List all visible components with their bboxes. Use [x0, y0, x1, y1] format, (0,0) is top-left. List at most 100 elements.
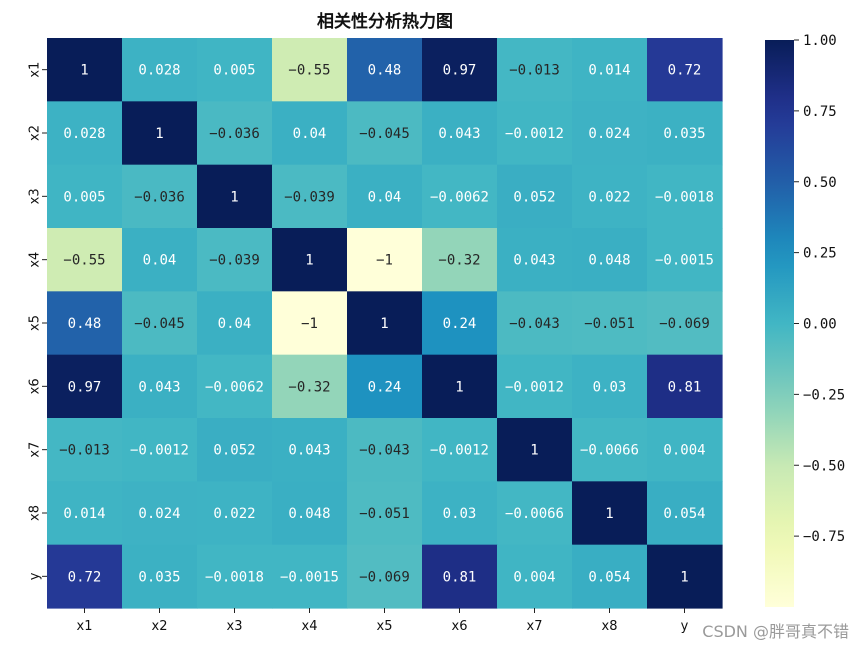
- x-tick-label: x2: [152, 619, 168, 634]
- cell-value-label: 0.004: [663, 443, 705, 459]
- heatmap-cell: [47, 354, 123, 419]
- heatmap-cell: [497, 354, 573, 419]
- cell-value-label: −1: [376, 253, 393, 269]
- colorbar-tick-label: −0.50: [803, 458, 845, 474]
- cell-value-label: 0.048: [288, 506, 330, 522]
- cell-value-label: 0.028: [138, 63, 180, 79]
- heatmap-cell: [272, 291, 348, 356]
- cell-value-label: 0.024: [138, 506, 180, 522]
- x-axis-ticks: x1 x2 x3 x4 x5 x6 x7 x8 y: [77, 608, 689, 634]
- heatmap-cell: [347, 544, 423, 609]
- colorbar-bar: [765, 40, 794, 607]
- heatmap-cell: [197, 481, 273, 546]
- cell-value-label: 0.024: [588, 126, 630, 142]
- heatmap-cell: [572, 418, 648, 482]
- cell-value-label: 0.48: [68, 316, 102, 332]
- cell-value-label: −0.32: [438, 253, 480, 269]
- heatmap-cell: [122, 354, 198, 419]
- cell-value-label: −0.043: [509, 316, 560, 332]
- heatmap-cell: [347, 354, 423, 419]
- cell-value-label: −0.0018: [205, 569, 264, 585]
- cell-value-label: −1: [301, 316, 318, 332]
- heatmap-cell: [572, 101, 648, 166]
- heatmap-cell: [497, 101, 573, 166]
- y-tick-label: x1: [28, 62, 43, 78]
- colorbar-tick-label: −0.75: [803, 529, 845, 545]
- heatmap-cell: [497, 38, 573, 102]
- cell-value-label: 0.054: [588, 569, 630, 585]
- cell-value-label: −0.045: [359, 126, 410, 142]
- colorbar: 1.00 0.75 0.50 0.25 0.00 −0.25 −0.50 −0.75: [765, 33, 845, 607]
- heatmap-cell: [47, 291, 123, 356]
- cell-value-label: −0.0066: [580, 443, 639, 459]
- cell-value-label: 0.04: [293, 126, 327, 142]
- heatmap-cell: [122, 101, 198, 166]
- y-tick-label: x7: [28, 442, 43, 458]
- cell-value-label: 0.48: [368, 63, 402, 79]
- cell-value-label: −0.043: [359, 443, 410, 459]
- cell-value-label: 0.043: [288, 443, 330, 459]
- heatmap-cell: [122, 544, 198, 609]
- cell-value-label: 0.005: [213, 63, 255, 79]
- heatmap-cell: [647, 544, 723, 609]
- x-tick-label: x1: [77, 619, 93, 634]
- cell-value-label: 0.054: [663, 506, 705, 522]
- cell-value-label: 0.03: [443, 506, 477, 522]
- cell-value-label: 1: [80, 63, 88, 79]
- heatmap-cell: [197, 228, 273, 292]
- x-tick-label: x7: [527, 619, 543, 634]
- y-tick-label: x5: [28, 315, 43, 331]
- heatmap-cell: [47, 164, 123, 229]
- cell-value-label: −0.051: [359, 506, 410, 522]
- y-tick-label: x3: [28, 188, 43, 204]
- heatmap-cell: [497, 418, 573, 482]
- cell-value-label: −0.55: [288, 63, 330, 79]
- cell-value-label: 1: [380, 316, 388, 332]
- watermark: CSDN @胖哥真不错: [702, 622, 849, 641]
- heatmap-cell: [122, 228, 198, 292]
- cell-value-label: 0.81: [443, 569, 477, 585]
- cell-value-label: −0.0015: [655, 253, 714, 269]
- cell-value-label: −0.0066: [505, 506, 564, 522]
- cell-value-label: 0.028: [63, 126, 105, 142]
- heatmap-cell: [422, 38, 498, 102]
- cell-value-label: 0.81: [668, 379, 702, 395]
- cell-value-label: 0.043: [438, 126, 480, 142]
- cell-value-label: 1: [230, 189, 238, 205]
- heatmap-cell: [422, 481, 498, 546]
- cell-value-label: −0.0015: [280, 569, 339, 585]
- cell-value-label: 0.048: [588, 253, 630, 269]
- heatmap-cell: [422, 544, 498, 609]
- heatmap-cell: [347, 291, 423, 356]
- cell-value-label: 0.014: [63, 506, 105, 522]
- cell-value-label: −0.0012: [430, 443, 489, 459]
- heatmap-cell: [47, 38, 123, 102]
- heatmap-cell: [572, 38, 648, 102]
- cell-value-label: 0.043: [138, 379, 180, 395]
- y-axis-ticks: x1 x2 x3 x4 x5 x6 x7 x8 y: [28, 62, 47, 580]
- cell-value-label: −0.0012: [130, 443, 189, 459]
- heatmap-cell: [422, 418, 498, 482]
- heatmap-cell: [572, 481, 648, 546]
- heatmap-cell: [122, 291, 198, 356]
- heatmap-cell: [122, 418, 198, 482]
- cell-value-label: 0.03: [593, 379, 627, 395]
- cell-value-label: 0.004: [513, 569, 555, 585]
- cell-value-label: −0.0012: [505, 379, 564, 395]
- cell-value-label: −0.045: [134, 316, 185, 332]
- heatmap-cell: [272, 101, 348, 166]
- x-tick-label: x5: [377, 619, 393, 634]
- heatmap-cell: [47, 481, 123, 546]
- cell-value-label: 0.72: [68, 569, 102, 585]
- heatmap-cell: [47, 101, 123, 166]
- heatmap-cell: [647, 101, 723, 166]
- cell-value-label: −0.0018: [655, 189, 714, 205]
- y-tick-label: x8: [28, 505, 43, 521]
- heatmap-cell: [647, 418, 723, 482]
- cell-value-label: 0.97: [68, 379, 102, 395]
- x-tick-label: x8: [602, 619, 618, 634]
- heatmap-cell: [347, 164, 423, 229]
- colorbar-tick-label: 0.75: [803, 104, 837, 120]
- heatmap-cell: [197, 544, 273, 609]
